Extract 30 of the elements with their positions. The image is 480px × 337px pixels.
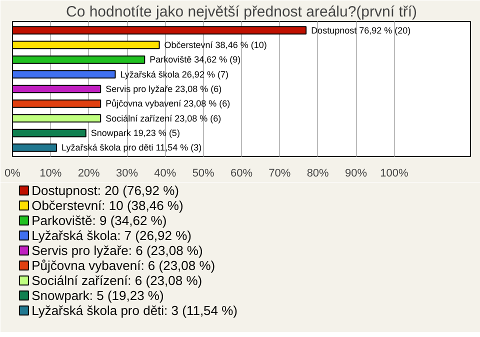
x-tick-label: 40%	[154, 168, 176, 180]
legend-label: Dostupnost: 20 (76,92 %)	[32, 183, 180, 198]
legend-label: Lyžařská škola pro děti: 3 (11,54 %)	[32, 303, 238, 318]
data-label: Snowpark 19,23 % (5)	[90, 128, 180, 138]
x-tick-label: 80%	[306, 168, 330, 180]
chart-title: Co hodnotíte jako největší přednost areálu?(první tří)	[66, 4, 418, 20]
legend-label: Servis pro lyžaře: 6 (23,08 %)	[32, 243, 203, 258]
x-tick-label: 90%	[344, 168, 368, 180]
legend-label: Půjčovna vybavení: 6 (23,08 %)	[32, 258, 216, 273]
x-tick-label: 0%	[4, 168, 21, 180]
data-label: Lyžařská škola 26,92 % (7)	[120, 69, 228, 80]
data-label: Dostupnost 76,92 % (20)	[311, 25, 411, 36]
x-tick-label: 20%	[78, 168, 100, 180]
x-tick-label: 10%	[40, 168, 62, 180]
data-label: Občerstevní 38,46 % (10)	[164, 40, 267, 50]
legend-label: Lyžařská škola: 7 (26,92 %)	[32, 228, 192, 243]
legend-label: Občerstevní: 10 (38,46 %)	[32, 198, 184, 213]
x-tick-label: 70%	[268, 168, 291, 180]
data-label: Servis pro lyžaře 23,08 % (6)	[106, 84, 222, 94]
x-tick-label: 60%	[230, 168, 253, 180]
legend-label: Parkoviště: 9 (34,62 %)	[32, 213, 167, 228]
legend-label: Sociální zařízení: 6 (23,08 %)	[32, 273, 202, 288]
x-tick-label: 30%	[116, 168, 138, 180]
data-label: Sociální zařízení 23,08 % (6)	[106, 113, 222, 124]
x-tick-label: 100%	[380, 168, 408, 180]
legend-label: Snowpark: 5 (19,23 %)	[32, 288, 164, 303]
data-label: Lyžařská škola pro děti 11,54 % (3)	[62, 142, 202, 153]
data-label: Parkoviště 34,62 % (9)	[150, 54, 241, 65]
x-tick-label: 50%	[192, 168, 215, 180]
data-label: Půjčovna vybavení 23,08 % (6)	[106, 98, 230, 109]
